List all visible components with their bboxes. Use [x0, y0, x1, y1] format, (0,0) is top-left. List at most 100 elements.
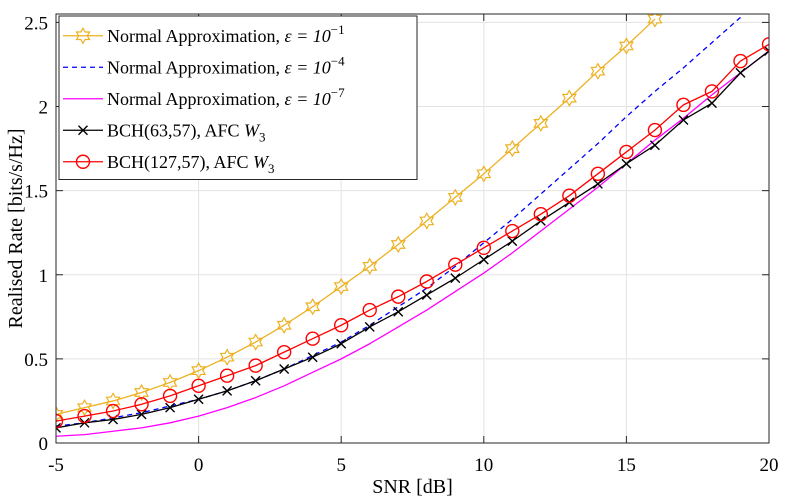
series-4: [56, 37, 769, 429]
x-tick-label: 10: [474, 455, 493, 476]
data-point-0-12: [390, 235, 406, 254]
data-point-4-6: [219, 368, 235, 383]
legend-superscript: −1: [331, 22, 345, 37]
data-point-4-20: [619, 144, 634, 160]
data-point-3-20: [621, 158, 632, 169]
legend-text: Normal Approximation,: [107, 26, 284, 46]
data-point-4-22: [676, 97, 691, 113]
data-point-0-13: [419, 212, 435, 230]
legend-math: ε = 10: [284, 26, 330, 46]
data-point-4-9: [305, 331, 320, 346]
data-point-4-5: [191, 378, 206, 393]
legend-math: ε = 10: [284, 57, 330, 77]
series-2: [56, 50, 769, 437]
data-point-3-14: [450, 273, 461, 284]
data-point-3-12: [393, 306, 404, 317]
series-line-0: [56, 18, 656, 416]
data-point-0-8: [276, 316, 292, 334]
y-tick-label: 2: [39, 98, 49, 119]
legend-math: W: [253, 152, 270, 172]
data-point-0-0: [56, 405, 64, 424]
data-point-4-8: [276, 344, 292, 360]
data-point-3-6: [222, 385, 233, 396]
x-tick-label: 20: [760, 455, 779, 476]
x-tick-label: 5: [336, 455, 346, 476]
series-layer: [56, 14, 769, 437]
data-point-0-15: [476, 165, 492, 183]
data-point-3-19: [592, 178, 603, 189]
legend-subscript: 3: [259, 129, 266, 144]
data-point-4-17: [533, 206, 549, 222]
data-point-4-3: [134, 397, 149, 412]
x-axis-label: SNR [dB]: [372, 476, 453, 498]
data-point-4-12: [391, 289, 406, 304]
legend-math: ε = 10: [284, 89, 330, 109]
legend-marker-4: [75, 154, 91, 169]
data-point-0-9: [305, 298, 321, 316]
data-point-0-3: [134, 383, 150, 402]
series-line-3: [56, 50, 769, 429]
data-point-4-2: [105, 403, 121, 419]
legend-math: W: [244, 120, 261, 140]
data-point-3-0: [56, 422, 61, 433]
legend-text: Normal Approximation,: [107, 57, 284, 77]
data-point-3-16: [507, 236, 518, 247]
data-point-0-17: [533, 114, 549, 133]
data-point-0-18: [561, 89, 577, 107]
data-point-0-2: [105, 392, 121, 410]
data-point-3-9: [307, 352, 318, 363]
legend-box: [58, 15, 418, 180]
data-point-3-25: [764, 46, 769, 57]
data-point-4-16: [505, 223, 520, 239]
series-3: [56, 46, 769, 433]
x-tick-label: -5: [48, 455, 64, 476]
data-point-4-0: [56, 413, 64, 429]
legend-text: BCH(127,57), AFC: [107, 152, 253, 173]
data-point-4-21: [647, 122, 663, 138]
data-point-4-13: [419, 274, 434, 289]
data-point-3-13: [421, 289, 432, 300]
data-point-0-11: [362, 257, 378, 276]
data-point-4-14: [448, 257, 463, 272]
data-point-4-7: [248, 358, 263, 373]
legend-subscript: 3: [268, 161, 275, 176]
data-point-3-15: [478, 254, 489, 265]
plot-frame: [55, 13, 770, 444]
y-tick-label: 1.5: [24, 182, 48, 203]
data-point-0-20: [618, 37, 634, 55]
y-tick-label: 1: [39, 266, 49, 287]
y-tick-label: 2.5: [24, 13, 48, 34]
data-point-0-10: [333, 277, 349, 296]
data-point-0-19: [590, 62, 606, 80]
legend-label-3: BCH(63,57), AFC W3: [107, 120, 266, 144]
data-point-0-1: [76, 398, 93, 417]
legend-label-1: Normal Approximation, ε = 10−4: [107, 53, 345, 77]
legend-label-0: Normal Approximation, ε = 10−1: [107, 22, 345, 46]
data-point-4-18: [562, 188, 577, 203]
data-point-3-5: [193, 394, 204, 405]
data-point-4-15: [476, 240, 491, 256]
data-point-3-23: [706, 98, 717, 109]
legend-text: Normal Approximation,: [107, 89, 284, 109]
data-point-4-4: [162, 388, 178, 404]
data-point-3-21: [649, 140, 660, 151]
data-point-4-10: [334, 318, 349, 333]
data-point-0-7: [248, 333, 264, 351]
legend-superscript: −7: [331, 85, 345, 100]
data-point-3-10: [336, 338, 347, 349]
legend-superscript: −4: [331, 53, 345, 68]
data-point-3-4: [165, 402, 176, 413]
series-line-2: [56, 50, 769, 437]
data-point-3-3: [136, 409, 147, 420]
data-point-0-5: [191, 361, 207, 380]
x-tick-label: 15: [617, 455, 636, 476]
legend-label-4: BCH(127,57), AFC W3: [107, 152, 275, 176]
data-point-3-8: [279, 363, 290, 374]
data-point-0-14: [447, 188, 463, 207]
data-point-4-19: [590, 166, 606, 182]
data-point-0-21: [647, 14, 663, 28]
